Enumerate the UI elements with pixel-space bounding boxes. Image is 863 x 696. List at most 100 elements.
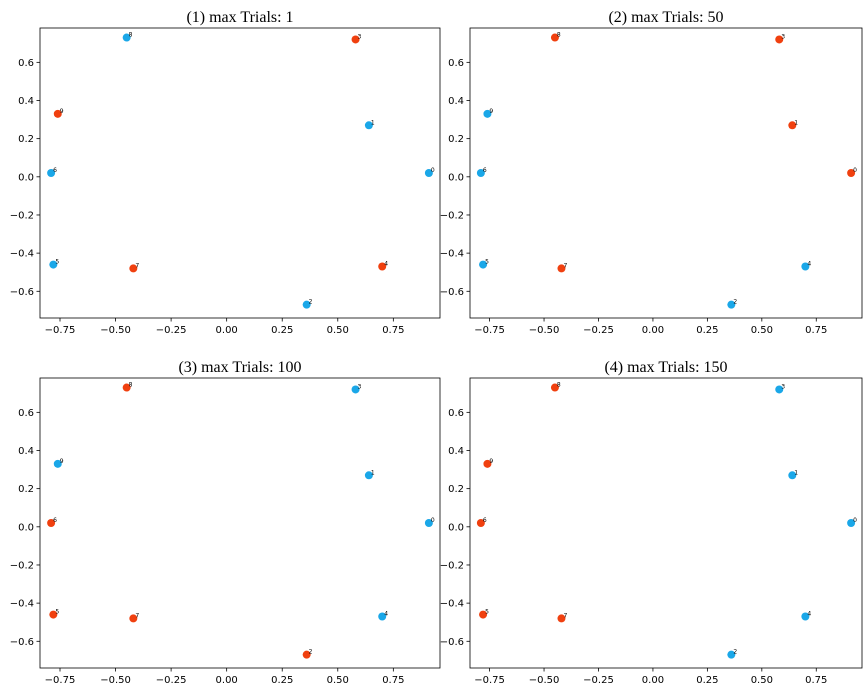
x-tick-label: −0.50 (100, 325, 131, 336)
subplot-3: (3) max Trials: 100−0.75 −0.50 −0.25 0.00 0.… (10, 359, 441, 686)
x-tick-label: 0.75 (382, 325, 404, 336)
y-tick-label: 0.4 (448, 446, 464, 457)
point-label-9: 9 (60, 108, 64, 115)
y-tick-label: −0.6 (440, 287, 464, 298)
data-point-8 (122, 383, 131, 392)
y-tick-label: 0.0 (448, 522, 464, 533)
point-label-2: 2 (733, 649, 737, 656)
data-point-0 (424, 519, 433, 527)
data-point-8 (122, 33, 131, 42)
point-label-8: 8 (129, 382, 133, 389)
data-point-2 (302, 650, 311, 659)
data-point-7 (129, 264, 138, 273)
subplot-2: (2) max Trials: 50−0.75 −0.50 −0.25 0.00 0.2… (440, 9, 863, 336)
point-label-3: 3 (781, 383, 785, 390)
y-tick-label: 0.4 (18, 96, 34, 107)
data-point-5 (479, 260, 488, 269)
plot-frame (469, 377, 863, 669)
point-label-1: 1 (794, 469, 798, 476)
x-tick-label: 0.75 (382, 675, 404, 686)
data-point-6 (47, 169, 56, 177)
x-tick-label: −0.50 (529, 325, 560, 336)
subplot-1: (1) max Trials: 1−0.75 −0.50 −0.25 0.00 0.25… (10, 9, 441, 336)
point-label-5: 5 (485, 259, 489, 266)
point-label-6: 6 (53, 167, 57, 174)
subplot-title: (2) max Trials: 50 (608, 9, 723, 26)
point-label-3: 3 (358, 383, 362, 390)
y-tick-label: 0.0 (18, 522, 34, 533)
x-tick-label: 0.50 (327, 675, 349, 686)
point-label-7: 7 (563, 612, 567, 619)
y-tick-label: 0.2 (448, 134, 464, 145)
point-label-0: 0 (853, 517, 857, 524)
y-tick-label: −0.4 (440, 249, 464, 260)
data-point-0 (847, 519, 856, 527)
data-point-7 (557, 264, 566, 273)
y-tick-label: 0.6 (18, 58, 34, 69)
y-tick-label: −0.2 (440, 210, 464, 221)
y-tick-label: −0.2 (10, 560, 34, 571)
x-tick-label: −0.25 (156, 675, 187, 686)
point-label-6: 6 (483, 167, 487, 174)
data-point-9 (53, 109, 62, 118)
data-point-3 (775, 385, 784, 394)
x-tick-label: 0.00 (216, 675, 238, 686)
point-label-7: 7 (563, 262, 567, 269)
y-tick-label: 0.2 (18, 134, 34, 145)
y-tick-label: 0.4 (448, 96, 464, 107)
point-label-4: 4 (384, 610, 388, 617)
x-tick-label: 0.75 (805, 675, 827, 686)
y-tick-label: 0.0 (448, 172, 464, 183)
y-tick-label: −0.2 (440, 560, 464, 571)
point-label-4: 4 (807, 260, 811, 267)
point-label-9: 9 (60, 458, 64, 465)
data-point-9 (483, 459, 492, 468)
x-tick-label: −0.25 (156, 325, 187, 336)
y-tick-label: −0.4 (10, 599, 34, 610)
y-tick-label: 0.4 (18, 446, 34, 457)
point-label-2: 2 (309, 649, 313, 656)
data-point-2 (727, 300, 736, 309)
x-tick-label: 0.25 (271, 325, 293, 336)
data-point-7 (129, 614, 138, 623)
plot-frame (39, 377, 441, 669)
x-tick-label: 0.25 (271, 675, 293, 686)
data-point-1 (788, 121, 797, 130)
y-tick-label: −0.6 (10, 637, 34, 648)
y-tick-label: −0.6 (10, 287, 34, 298)
x-tick-label: −0.50 (100, 675, 131, 686)
data-point-6 (47, 519, 56, 527)
y-tick-label: −0.4 (10, 249, 34, 260)
y-tick-label: −0.4 (440, 599, 464, 610)
x-tick-label: −0.75 (474, 675, 505, 686)
point-label-1: 1 (371, 469, 375, 476)
point-label-1: 1 (371, 119, 375, 126)
point-label-9: 9 (489, 458, 493, 465)
data-point-5 (49, 260, 58, 269)
data-point-4 (801, 262, 810, 271)
point-label-8: 8 (557, 32, 561, 39)
data-point-3 (351, 35, 360, 44)
data-point-1 (788, 471, 797, 480)
plot-frame (469, 27, 863, 319)
plot-frame (39, 27, 441, 319)
subplot-4: (4) max Trials: 150−0.75 −0.50 −0.25 0.00 0.… (440, 359, 863, 686)
point-label-3: 3 (358, 33, 362, 40)
point-label-8: 8 (129, 32, 133, 39)
y-tick-label: 0.0 (18, 172, 34, 183)
data-point-4 (801, 612, 810, 621)
data-point-8 (550, 33, 559, 42)
subplot-title: (1) max Trials: 1 (186, 9, 293, 26)
x-tick-label: 0.50 (327, 325, 349, 336)
data-point-9 (53, 459, 62, 468)
x-tick-label: −0.75 (45, 325, 76, 336)
data-point-5 (49, 610, 58, 619)
data-point-0 (424, 169, 433, 177)
data-point-4 (378, 612, 387, 621)
y-tick-label: −0.6 (440, 637, 464, 648)
x-tick-label: −0.50 (529, 675, 560, 686)
point-label-9: 9 (489, 108, 493, 115)
x-tick-label: −0.25 (583, 675, 614, 686)
point-label-2: 2 (309, 299, 313, 306)
point-label-5: 5 (485, 609, 489, 616)
